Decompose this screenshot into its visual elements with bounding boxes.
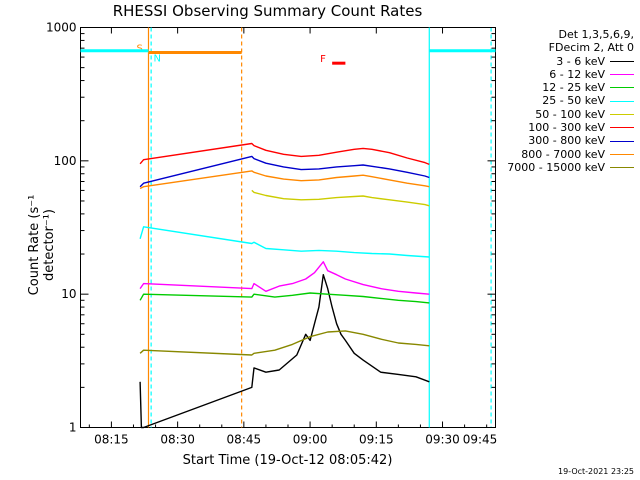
y-tick-label-3: 1000: [46, 21, 77, 35]
legend-item-5: 100 - 300 keV: [482, 121, 634, 134]
legend-item-1: 6 - 12 keV: [482, 68, 634, 81]
series-line-1: [139, 261, 430, 295]
legend-swatch-4: [610, 113, 634, 115]
legend-header-1: Det 1,3,5,6,9,: [558, 28, 634, 41]
legend-label-1: 6 - 12 keV: [549, 67, 605, 81]
series-line-2: [139, 292, 430, 304]
legend: Det 1,3,5,6,9, FDecim 2, Att 0 3 - 6 keV…: [482, 28, 634, 174]
y-tick-label-0: 1: [69, 421, 77, 435]
series-line-5: [139, 142, 430, 166]
marker-label-S: S: [136, 43, 142, 54]
series-line-0: [139, 274, 430, 429]
y-axis-label: Count Rate (s⁻¹ detector⁻¹): [27, 194, 57, 296]
legend-label-0: 3 - 6 keV: [556, 54, 605, 68]
x-axis-label: Start Time (19-Oct-12 08:05:42): [182, 453, 393, 468]
legend-label-6: 300 - 800 keV: [528, 134, 605, 148]
marker-group: SN F: [80, 43, 496, 65]
series-line-4: [251, 189, 430, 207]
y-tick-label-2: 100: [54, 154, 77, 168]
legend-header-2: FDecim 2, Att 0: [548, 41, 634, 55]
legend-swatch-7: [610, 153, 634, 155]
x-tick-label-2: 08:45: [227, 433, 262, 447]
legend-swatch-8: [610, 167, 634, 169]
series-line-7: [139, 170, 430, 190]
x-tick-label-4: 09:15: [359, 433, 394, 447]
legend-item-0: 3 - 6 keV: [482, 55, 634, 68]
x-tick-label-6: 09:45: [463, 433, 498, 447]
legend-swatch-1: [610, 74, 634, 76]
legend-swatch-2: [610, 87, 634, 89]
marker-label-N: N: [153, 54, 160, 65]
legend-item-7: 800 - 7000 keV: [482, 148, 634, 161]
series-line-8: [139, 330, 430, 356]
legend-item-4: 50 - 100 keV: [482, 108, 634, 121]
legend-label-3: 25 - 50 keV: [542, 94, 605, 108]
footer-timestamp: 19-Oct-2021 23:25: [558, 467, 634, 476]
legend-swatch-3: [610, 100, 634, 102]
x-tick-label-1: 08:30: [160, 433, 195, 447]
series-line-6: [139, 155, 430, 188]
x-tick-label-0: 08:15: [94, 433, 129, 447]
legend-swatch-5: [610, 127, 634, 129]
legend-item-8: 7000 - 15000 keV: [482, 161, 634, 174]
x-axis-ticks: 08:15 08:30 08:45 09:00 09:15 09:30 09:45: [88, 27, 498, 447]
x-tick-label-3: 09:00: [293, 433, 328, 447]
series-line-3: [139, 226, 430, 258]
y-tick-label-1: 10: [61, 287, 76, 301]
chart-title: RHESSI Observing Summary Count Rates: [112, 2, 423, 20]
marker-label-F: F: [320, 54, 326, 65]
legend-swatch-0: [610, 60, 634, 62]
series-group: [139, 142, 430, 429]
legend-label-2: 12 - 25 keV: [542, 81, 605, 95]
legend-item-2: 12 - 25 keV: [482, 81, 634, 94]
legend-item-3: 25 - 50 keV: [482, 94, 634, 107]
y-axis-ticks: 1 10 100 1000: [46, 21, 496, 435]
legend-rows: 3 - 6 keV 6 - 12 keV 12 - 25 keV 25 - 50 ke…: [482, 55, 634, 175]
vline-group: [147, 27, 492, 428]
legend-label-7: 800 - 7000 keV: [521, 147, 605, 161]
legend-item-6: 300 - 800 keV: [482, 134, 634, 147]
legend-label-5: 100 - 300 keV: [528, 121, 605, 135]
legend-label-4: 50 - 100 keV: [535, 107, 605, 121]
legend-swatch-6: [610, 140, 634, 142]
x-tick-label-5: 09:30: [425, 433, 460, 447]
legend-label-8: 7000 - 15000 keV: [507, 160, 605, 174]
